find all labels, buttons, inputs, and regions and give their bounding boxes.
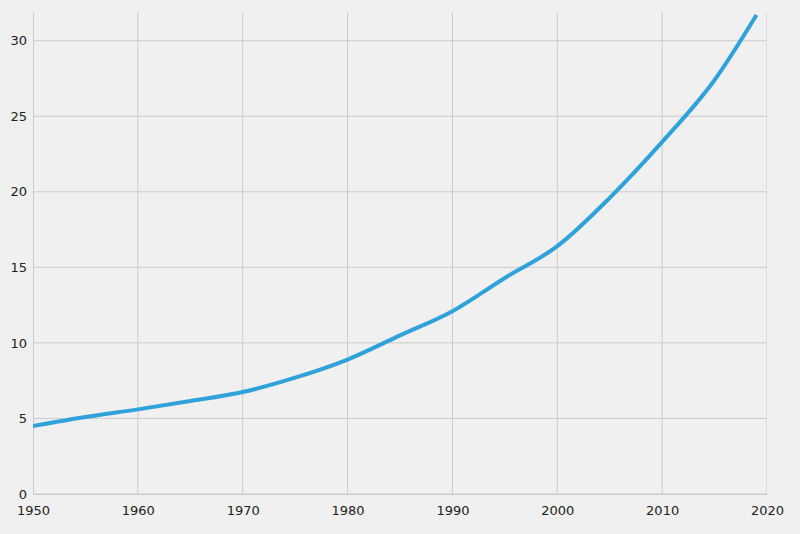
x-tick: 2000 — [541, 494, 574, 518]
y-tick-label: 20 — [10, 184, 27, 199]
x-axis-line — [34, 494, 768, 495]
x-tick-label: 1990 — [436, 503, 469, 518]
grid-line-x — [452, 12, 453, 494]
x-tick-label: 2000 — [541, 503, 574, 518]
x-tick-label: 1970 — [227, 503, 260, 518]
grid-line-x — [347, 12, 348, 494]
chart: 1950 1960 1970 1980 1990 2000 2010 2020 0 5 10 15 20… — [0, 0, 800, 534]
grid-line-y — [33, 40, 767, 41]
x-tick-label: 2010 — [646, 503, 679, 518]
y-tick-label: 10 — [10, 336, 27, 351]
x-tick: 1980 — [332, 494, 365, 518]
x-tick: 2020 — [751, 494, 784, 518]
grid-line-x — [242, 12, 243, 494]
grid-line-y — [33, 494, 767, 495]
grid-line-y — [33, 191, 767, 192]
x-tick-label: 1950 — [17, 503, 50, 518]
grid-line-x — [767, 12, 768, 494]
x-tick-label: 1960 — [122, 503, 155, 518]
y-tick: 0 — [19, 487, 33, 502]
y-tick-label: 0 — [19, 487, 27, 502]
y-tick: 15 — [10, 260, 33, 275]
y-axis-line — [33, 13, 34, 495]
y-tick-label: 30 — [10, 33, 27, 48]
x-tick: 1960 — [122, 494, 155, 518]
grid-line-x — [33, 12, 34, 494]
x-tick-label: 1980 — [332, 503, 365, 518]
grid-line-y — [33, 418, 767, 419]
y-tick-label: 15 — [10, 260, 27, 275]
y-tick-label: 25 — [10, 109, 27, 124]
line — [33, 15, 757, 426]
y-tick-label: 5 — [19, 411, 27, 426]
grid-line-x — [662, 12, 663, 494]
grid-line-y — [33, 342, 767, 343]
grid-line-y — [33, 116, 767, 117]
x-tick: 1990 — [436, 494, 469, 518]
grid-line-x — [557, 12, 558, 494]
y-tick: 5 — [19, 411, 33, 426]
y-tick: 10 — [10, 336, 33, 351]
y-tick: 20 — [10, 184, 33, 199]
marks — [33, 15, 757, 426]
x-tick: 1970 — [227, 494, 260, 518]
x-axis: 1950 1960 1970 1980 1990 2000 2010 2020 — [17, 494, 784, 518]
background — [0, 0, 800, 534]
x-tick: 2010 — [646, 494, 679, 518]
grid — [33, 12, 767, 494]
plot: 1950 1960 1970 1980 1990 2000 2010 2020 0 5 10 15 20… — [10, 12, 784, 518]
y-tick: 30 — [10, 33, 33, 48]
y-axis: 0 5 10 15 20 25 30 — [10, 13, 33, 502]
grid-line-x — [137, 12, 138, 494]
x-tick-label: 2020 — [751, 503, 784, 518]
y-tick: 25 — [10, 109, 33, 124]
grid-line-y — [33, 267, 767, 268]
